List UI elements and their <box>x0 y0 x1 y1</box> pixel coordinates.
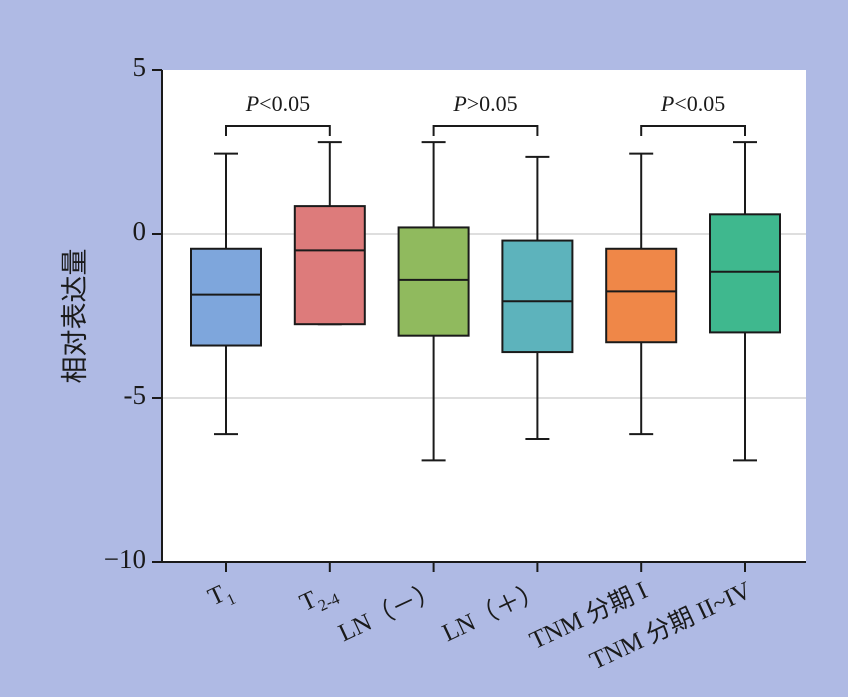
significance-bracket <box>225 125 331 136</box>
box-5 <box>605 152 678 436</box>
y-tick-label: −10 <box>104 544 146 574</box>
iqr-box <box>293 205 366 326</box>
significance-annotations: P<0.05 P>0.05 P<0.05 <box>225 91 746 136</box>
significance-label: P<0.05 <box>660 91 725 116</box>
p-threshold: <0.05 <box>674 91 725 116</box>
p-threshold: >0.05 <box>467 91 518 116</box>
y-tick-label: 5 <box>133 52 147 82</box>
plot-area <box>162 70 806 562</box>
iqr-box <box>605 247 678 344</box>
y-axis-ticks: 5 0 -5 −10 <box>104 52 162 574</box>
box-1 <box>190 152 262 436</box>
box-4 <box>501 155 574 440</box>
x-tick-subscript: 2-4 <box>316 591 343 615</box>
p-symbol: P <box>660 91 674 116</box>
significance-bracket <box>432 125 539 136</box>
iqr-box <box>190 247 262 347</box>
significance-label: P<0.05 <box>245 91 310 116</box>
box-3 <box>397 141 470 462</box>
significance-label: P>0.05 <box>452 91 517 116</box>
y-tick-label: 0 <box>133 216 147 246</box>
x-tick-label: T2-4 <box>296 577 343 621</box>
iqr-box <box>709 213 781 334</box>
x-tick-subscript: 1 <box>224 591 238 610</box>
iqr-box <box>397 226 470 337</box>
iqr-box <box>501 239 574 354</box>
p-threshold: <0.05 <box>259 91 310 116</box>
box-2 <box>293 141 366 326</box>
x-tick-label: T1 <box>204 577 239 616</box>
p-symbol: P <box>245 91 259 116</box>
y-axis-label: 相对表达量 <box>60 249 90 384</box>
box-6 <box>709 141 781 462</box>
y-tick-label: -5 <box>124 380 147 410</box>
significance-bracket <box>640 125 746 136</box>
gridlines <box>162 233 806 399</box>
x-tick-label: LN（－） <box>334 576 444 647</box>
p-symbol: P <box>452 91 466 116</box>
box-series <box>190 141 781 462</box>
